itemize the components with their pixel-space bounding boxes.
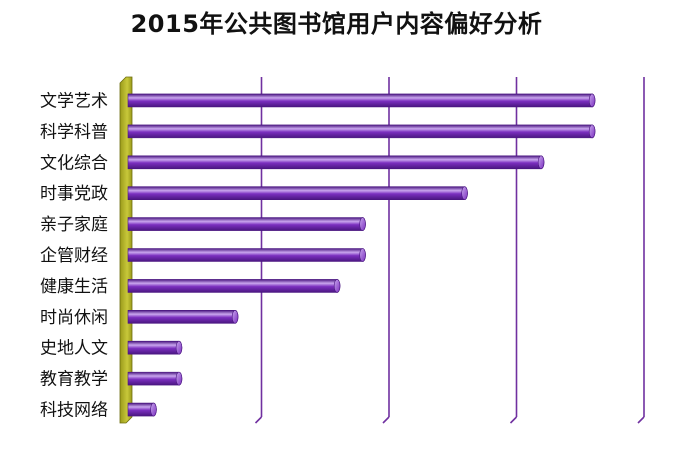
category-tick-label: 史地人文 (40, 339, 108, 359)
bar (127, 217, 366, 231)
bar-body (127, 186, 468, 200)
category-tick-label: 文化综合 (40, 153, 108, 173)
bar-cap (461, 186, 468, 200)
chart-title: 2015年公共图书馆用户内容偏好分析 (130, 10, 543, 38)
bar (127, 279, 341, 293)
gridline-foot (382, 416, 390, 424)
category-tick-label: 时事党政 (40, 184, 108, 204)
bar-body (127, 93, 596, 108)
category-tick-label: 企管财经 (40, 246, 108, 266)
bar-body (127, 371, 183, 386)
bar-body (127, 310, 239, 324)
bar-cap (588, 124, 596, 139)
category-tick-label: 亲子家庭 (40, 215, 108, 235)
bar-cap (359, 217, 366, 231)
bar-body (127, 279, 341, 293)
category-tick-label: 科学科普 (40, 122, 108, 142)
bar-body (127, 217, 366, 231)
bar-cap (175, 340, 183, 355)
category-tick-label: 文学艺术 (40, 91, 108, 111)
bar-body (127, 124, 596, 139)
bar-body (127, 155, 545, 170)
bar-cap (231, 310, 239, 324)
category-tick-label: 时尚休闲 (40, 308, 108, 328)
bar-cap (537, 155, 545, 170)
bar-body (127, 248, 366, 262)
bar-cap (150, 402, 157, 417)
bar (127, 340, 183, 355)
bar (127, 310, 239, 324)
gridline-foot (637, 416, 645, 424)
bar (127, 93, 596, 108)
bar (127, 155, 545, 170)
bar-cap (175, 371, 183, 386)
category-tick-label: 科技网络 (40, 401, 108, 421)
category-tick-label: 健康生活 (40, 277, 108, 297)
bar-body (127, 340, 183, 355)
bar (127, 186, 468, 200)
bar-cap (359, 248, 366, 262)
bar (127, 402, 157, 417)
gridline-foot (254, 416, 263, 424)
bar-cap (588, 93, 596, 108)
bar (127, 124, 596, 139)
gridline-foot (509, 416, 518, 424)
bar (127, 371, 183, 386)
category-tick-label: 教育教学 (40, 370, 108, 390)
bar (127, 248, 366, 262)
bar-cap (333, 279, 341, 293)
